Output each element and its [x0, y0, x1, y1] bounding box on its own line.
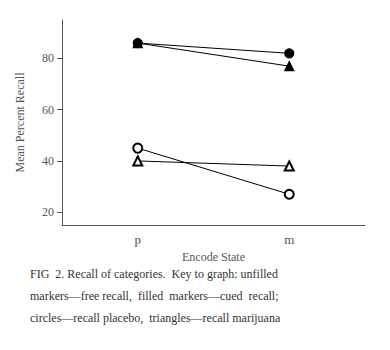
svg-text:m: m — [284, 232, 294, 247]
svg-text:Mean Percent Recall: Mean Percent Recall — [13, 72, 27, 173]
svg-text:40: 40 — [42, 154, 54, 168]
svg-text:60: 60 — [42, 103, 54, 117]
svg-text:80: 80 — [42, 51, 54, 65]
svg-text:markers—free recall, filled: markers—free recall, filled markers—cued… — [30, 289, 279, 303]
svg-text:p: p — [135, 232, 142, 247]
svg-text:circles—recall placebo, trian: circles—recall placebo, triangles—recall… — [30, 311, 281, 325]
svg-text:20: 20 — [42, 205, 54, 219]
svg-text:FIG 2. Recall of categories.: FIG 2. Recall of categories. Key to grap… — [30, 267, 278, 281]
svg-text:Encode State: Encode State — [182, 250, 245, 264]
